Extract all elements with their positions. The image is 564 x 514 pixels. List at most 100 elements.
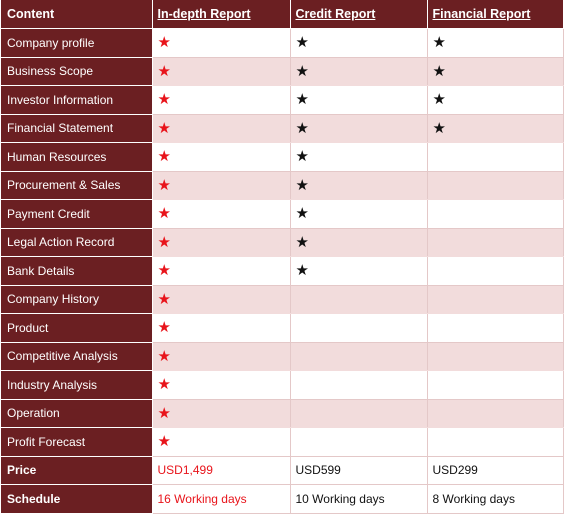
row-label: Company History bbox=[1, 285, 153, 314]
cell-indepth: ★ bbox=[152, 427, 291, 457]
star-icon: ★ bbox=[295, 34, 309, 52]
star-icon: ★ bbox=[295, 62, 309, 80]
cell-financial bbox=[427, 399, 564, 428]
cell-indepth: ★ bbox=[152, 142, 291, 172]
star-icon: ★ bbox=[157, 176, 171, 194]
row-label: Business Scope bbox=[1, 57, 153, 86]
star-icon: ★ bbox=[295, 119, 309, 137]
table-row: Industry Analysis ★ bbox=[1, 370, 564, 400]
star-icon: ★ bbox=[157, 233, 171, 251]
star-icon: ★ bbox=[157, 148, 171, 166]
star-icon: ★ bbox=[432, 34, 446, 52]
row-label: Company profile bbox=[1, 28, 153, 58]
star-icon: ★ bbox=[432, 62, 446, 80]
cell-indepth: ★ bbox=[152, 28, 291, 58]
cell-credit: ★ bbox=[290, 28, 428, 58]
row-label: Industry Analysis bbox=[1, 370, 153, 400]
star-icon: ★ bbox=[157, 319, 171, 337]
cell-financial: ★ bbox=[427, 28, 564, 58]
header-credit-report[interactable]: Credit Report bbox=[290, 0, 428, 29]
star-icon: ★ bbox=[295, 91, 309, 109]
price-label: Price bbox=[1, 456, 153, 485]
cell-indepth: ★ bbox=[152, 285, 291, 314]
cell-indepth: ★ bbox=[152, 313, 291, 343]
row-label: Investor Information bbox=[1, 85, 153, 115]
price-financial: USD299 bbox=[427, 456, 564, 485]
cell-financial: ★ bbox=[427, 57, 564, 86]
table-row: Business Scope ★ ★ ★ bbox=[1, 57, 564, 86]
cell-financial bbox=[427, 427, 564, 457]
table-row: Human Resources ★ ★ bbox=[1, 142, 564, 172]
cell-credit: ★ bbox=[290, 85, 428, 115]
cell-credit: ★ bbox=[290, 57, 428, 86]
table-row: Financial Statement ★ ★ ★ bbox=[1, 114, 564, 143]
star-icon: ★ bbox=[157, 376, 171, 394]
cell-indepth: ★ bbox=[152, 370, 291, 400]
row-label: Product bbox=[1, 313, 153, 343]
row-label: Competitive Analysis bbox=[1, 342, 153, 371]
price-indepth: USD1,499 bbox=[152, 456, 291, 485]
price-row: Price USD1,499 USD599 USD299 bbox=[1, 456, 564, 485]
cell-financial bbox=[427, 142, 564, 172]
star-icon: ★ bbox=[157, 34, 171, 52]
star-icon: ★ bbox=[157, 119, 171, 137]
star-icon: ★ bbox=[157, 347, 171, 365]
table-row: Payment Credit ★ ★ bbox=[1, 199, 564, 229]
cell-credit: ★ bbox=[290, 171, 428, 200]
schedule-financial: 8 Working days bbox=[427, 484, 564, 514]
header-row: Content In-depth Report Credit Report Fi… bbox=[1, 0, 564, 29]
star-icon: ★ bbox=[432, 119, 446, 137]
schedule-label: Schedule bbox=[1, 484, 153, 514]
star-icon: ★ bbox=[295, 176, 309, 194]
header-content: Content bbox=[1, 0, 153, 29]
row-label: Procurement & Sales bbox=[1, 171, 153, 200]
table-row: Investor Information ★ ★ ★ bbox=[1, 85, 564, 115]
cell-financial bbox=[427, 256, 564, 286]
cell-credit: ★ bbox=[290, 228, 428, 257]
cell-credit: ★ bbox=[290, 114, 428, 143]
cell-indepth: ★ bbox=[152, 57, 291, 86]
table-row: Operation ★ bbox=[1, 399, 564, 428]
header-financial-report[interactable]: Financial Report bbox=[427, 0, 564, 29]
cell-credit bbox=[290, 313, 428, 343]
star-icon: ★ bbox=[157, 433, 171, 451]
cell-indepth: ★ bbox=[152, 256, 291, 286]
star-icon: ★ bbox=[157, 404, 171, 422]
cell-credit bbox=[290, 427, 428, 457]
table-row: Competitive Analysis ★ bbox=[1, 342, 564, 371]
cell-indepth: ★ bbox=[152, 199, 291, 229]
header-indepth-report[interactable]: In-depth Report bbox=[152, 0, 291, 29]
schedule-indepth: 16 Working days bbox=[152, 484, 291, 514]
table-row: Procurement & Sales ★ ★ bbox=[1, 171, 564, 200]
star-icon: ★ bbox=[157, 205, 171, 223]
cell-financial: ★ bbox=[427, 114, 564, 143]
row-label: Operation bbox=[1, 399, 153, 428]
cell-credit bbox=[290, 399, 428, 428]
cell-indepth: ★ bbox=[152, 171, 291, 200]
cell-financial bbox=[427, 285, 564, 314]
schedule-row: Schedule 16 Working days 10 Working days… bbox=[1, 484, 564, 514]
table-row: Bank Details ★ ★ bbox=[1, 256, 564, 286]
cell-financial bbox=[427, 228, 564, 257]
table-row: Profit Forecast ★ bbox=[1, 427, 564, 457]
cell-credit bbox=[290, 285, 428, 314]
table-row: Company History ★ bbox=[1, 285, 564, 314]
star-icon: ★ bbox=[295, 262, 309, 280]
row-label: Financial Statement bbox=[1, 114, 153, 143]
star-icon: ★ bbox=[295, 233, 309, 251]
star-icon: ★ bbox=[295, 205, 309, 223]
cell-credit bbox=[290, 370, 428, 400]
cell-indepth: ★ bbox=[152, 228, 291, 257]
cell-indepth: ★ bbox=[152, 399, 291, 428]
cell-financial bbox=[427, 342, 564, 371]
cell-financial: ★ bbox=[427, 85, 564, 115]
table-row: Product ★ bbox=[1, 313, 564, 343]
star-icon: ★ bbox=[157, 62, 171, 80]
row-label: Bank Details bbox=[1, 256, 153, 286]
cell-credit: ★ bbox=[290, 256, 428, 286]
star-icon: ★ bbox=[432, 91, 446, 109]
cell-indepth: ★ bbox=[152, 85, 291, 115]
price-credit: USD599 bbox=[290, 456, 428, 485]
cell-indepth: ★ bbox=[152, 114, 291, 143]
